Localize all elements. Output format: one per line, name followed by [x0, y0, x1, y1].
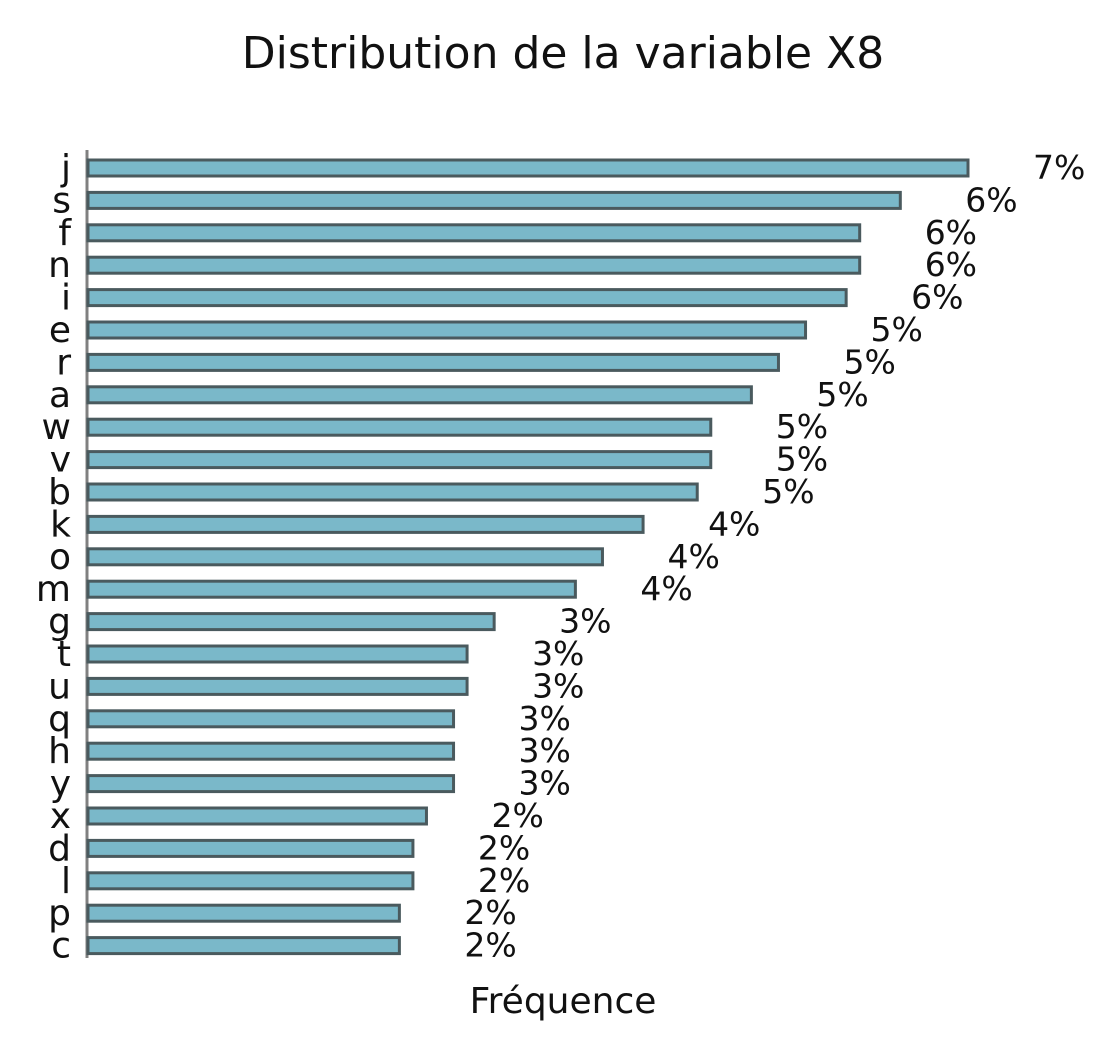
- y-tick-label-g: g: [48, 602, 71, 643]
- bar-t: [86, 644, 469, 664]
- bar-y: [86, 774, 456, 794]
- data-label-l: 2%: [478, 861, 530, 900]
- data-label-j: 7%: [1033, 148, 1085, 187]
- data-label-k: 4%: [708, 504, 760, 543]
- y-tick-label-u: u: [48, 666, 71, 707]
- y-tick-label-r: r: [56, 342, 71, 383]
- y-tick-label-s: s: [52, 180, 71, 221]
- y-tick-label-o: o: [49, 537, 71, 578]
- bar-e: [86, 320, 808, 340]
- bar-n: [86, 255, 862, 275]
- bar-r: [86, 352, 780, 372]
- bar-a: [86, 385, 753, 405]
- data-label-f: 6%: [925, 213, 977, 252]
- y-tick-label-e: e: [49, 310, 71, 351]
- y-tick-label-x: x: [50, 796, 71, 837]
- bar-h: [86, 741, 456, 761]
- bar-b: [86, 482, 699, 502]
- y-tick-label-j: j: [60, 148, 71, 189]
- data-label-i: 6%: [911, 278, 963, 317]
- y-tick-label-v: v: [50, 440, 71, 481]
- y-tick-label-c: c: [51, 926, 71, 967]
- data-label-n: 6%: [925, 245, 977, 284]
- bar-q: [86, 709, 456, 729]
- data-label-w: 5%: [776, 407, 828, 446]
- data-label-o: 4%: [667, 537, 719, 576]
- data-label-y: 3%: [519, 764, 571, 803]
- bar-f: [86, 223, 862, 243]
- data-label-h: 3%: [519, 731, 571, 770]
- x-axis-label: Fréquence: [470, 981, 657, 1022]
- data-label-m: 4%: [640, 569, 692, 608]
- bar-p: [86, 903, 401, 923]
- bars-group: [86, 158, 970, 956]
- bar-v: [86, 450, 713, 470]
- y-tick-label-n: n: [48, 245, 71, 286]
- data-label-c: 2%: [464, 926, 516, 965]
- y-tick-label-k: k: [50, 504, 71, 545]
- y-tick-label-b: b: [48, 472, 71, 513]
- data-label-e: 5%: [871, 310, 923, 349]
- data-label-a: 5%: [816, 375, 868, 414]
- data-label-p: 2%: [464, 893, 516, 932]
- y-tick-label-m: m: [36, 569, 71, 610]
- data-label-x: 2%: [491, 796, 543, 835]
- bar-x: [86, 806, 428, 826]
- bar-w: [86, 417, 713, 437]
- y-tick-label-l: l: [61, 861, 71, 902]
- data-label-t: 3%: [532, 634, 584, 673]
- bar-o: [86, 547, 604, 567]
- bar-m: [86, 579, 577, 599]
- y-tick-label-w: w: [42, 407, 71, 448]
- data-label-d: 2%: [478, 828, 530, 867]
- y-tick-label-y: y: [50, 764, 71, 805]
- y-tick-label-i: i: [61, 278, 71, 319]
- bar-j: [86, 158, 970, 178]
- bar-u: [86, 676, 469, 696]
- y-tick-label-t: t: [57, 634, 71, 675]
- y-tick-label-p: p: [48, 893, 71, 934]
- bar-g: [86, 612, 496, 632]
- bar-s: [86, 190, 902, 210]
- bar-c: [86, 936, 401, 956]
- y-tick-label-f: f: [58, 213, 72, 254]
- data-labels-group: 7%6%6%6%6%5%5%5%5%5%5%4%4%4%3%3%3%3%3%3%…: [464, 148, 1085, 965]
- data-label-s: 6%: [965, 180, 1017, 219]
- bar-i: [86, 288, 848, 308]
- data-label-r: 5%: [843, 342, 895, 381]
- data-label-v: 5%: [776, 440, 828, 479]
- data-label-u: 3%: [532, 666, 584, 705]
- bar-l: [86, 871, 415, 891]
- chart-title: Distribution de la variable X8: [242, 28, 884, 79]
- y-tick-label-a: a: [49, 375, 71, 416]
- data-label-b: 5%: [762, 472, 814, 511]
- bar-k: [86, 514, 645, 534]
- bar-d: [86, 838, 415, 858]
- y-tick-label-h: h: [48, 731, 71, 772]
- data-label-g: 3%: [559, 602, 611, 641]
- y-tick-label-d: d: [48, 828, 71, 869]
- data-label-q: 3%: [519, 699, 571, 738]
- y-tick-label-q: q: [48, 699, 71, 740]
